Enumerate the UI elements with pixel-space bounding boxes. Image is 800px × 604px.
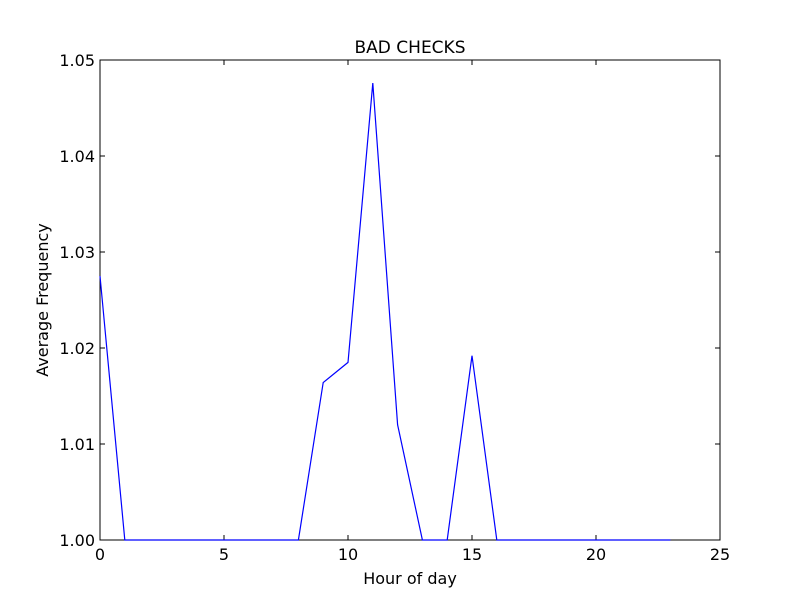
y-tick-label: 1.01 [59,435,95,454]
x-tick-label: 0 [95,545,105,564]
series-line [99,82,671,541]
x-axis-label: Hour of day [363,569,457,588]
x-tick-label: 10 [338,545,358,564]
series-layer [99,82,671,541]
y-tick-label: 1.00 [59,531,95,550]
x-tick-label: 20 [586,545,606,564]
chart-title: BAD CHECKS [355,38,466,58]
y-tick-label: 1.05 [59,51,95,70]
plot-area [99,59,721,541]
x-tick-label: 25 [710,545,730,564]
y-tick-label: 1.04 [59,147,95,166]
x-tick-label: 5 [219,545,229,564]
x-tick-label: 15 [462,545,482,564]
y-axis-label: Average Frequency [33,223,52,376]
y-tick-label: 1.02 [59,339,95,358]
y-axis-ticks: 1.00 1.01 1.02 1.03 1.04 1.05 [59,51,720,550]
y-tick-label: 1.03 [59,243,95,262]
x-axis-ticks: 0 5 10 15 20 25 [95,60,730,564]
